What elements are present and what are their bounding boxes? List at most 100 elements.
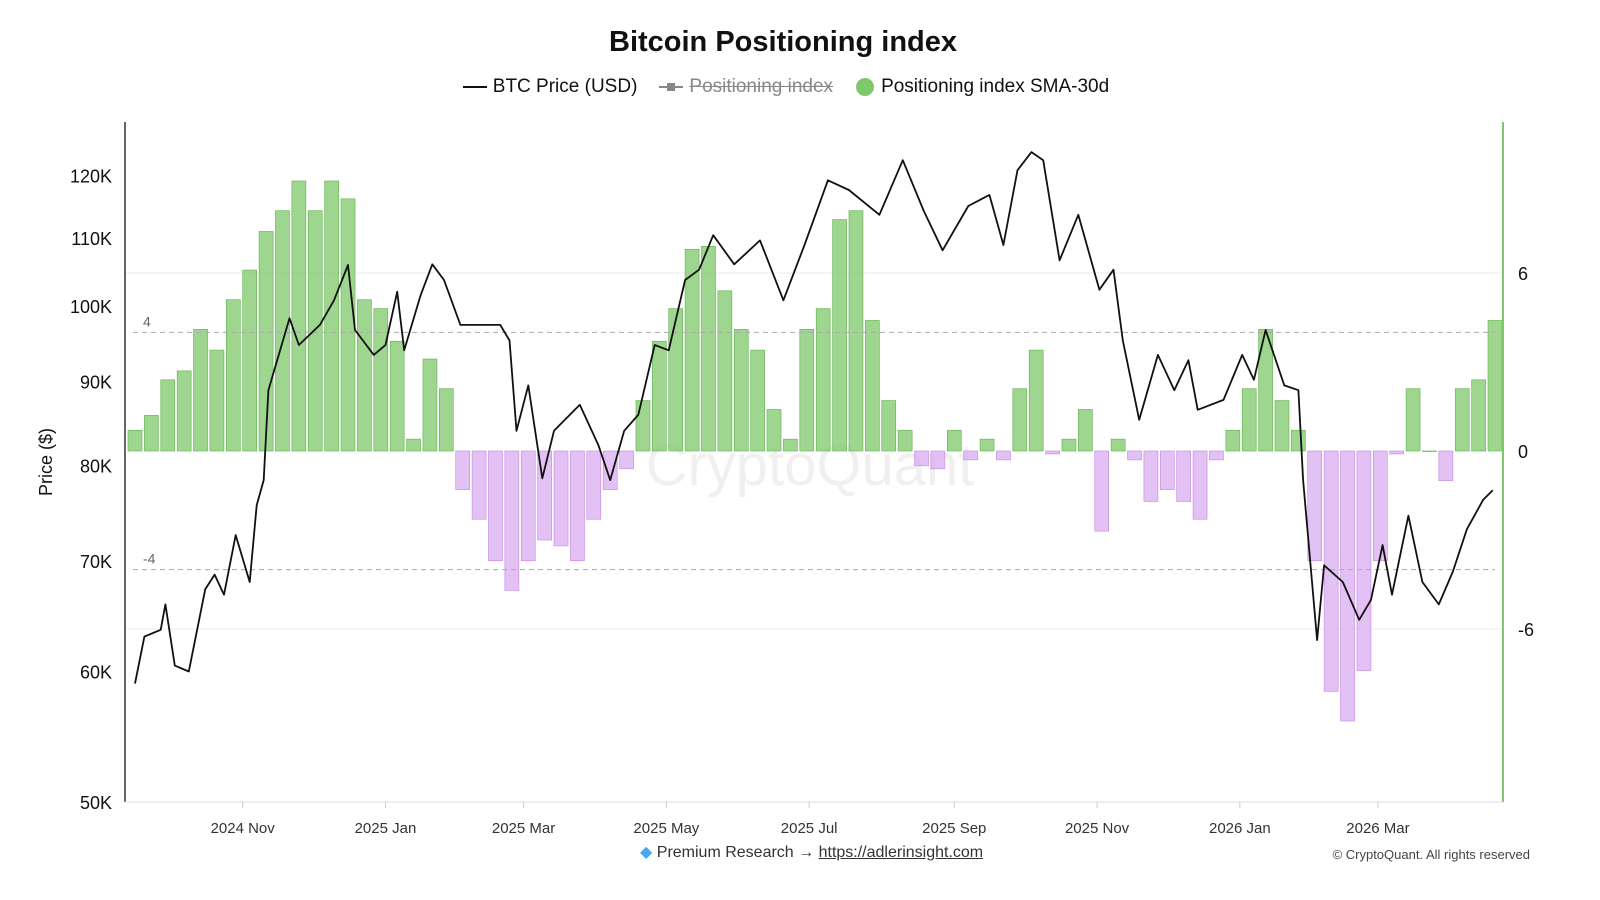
left-tick-label: 60K bbox=[80, 663, 112, 683]
index-bar bbox=[815, 308, 831, 452]
x-tick-label: 2024 Nov bbox=[211, 820, 276, 837]
index-bar bbox=[619, 450, 634, 470]
index-bar bbox=[701, 245, 716, 452]
footer-text: Premium Research → bbox=[656, 844, 815, 861]
index-bar bbox=[193, 329, 208, 452]
index-bar bbox=[275, 210, 290, 452]
left-tick-label: 70K bbox=[80, 552, 112, 572]
index-bar bbox=[979, 438, 995, 452]
legend-label: BTC Price (USD) bbox=[492, 76, 638, 97]
x-tick-label: 2026 Mar bbox=[1346, 820, 1409, 837]
index-bar bbox=[1094, 450, 1110, 532]
index-bar bbox=[422, 358, 438, 452]
left-tick-label: 100K bbox=[70, 297, 112, 317]
x-tick-label: 2025 Mar bbox=[492, 820, 555, 837]
index-bar bbox=[1389, 450, 1404, 455]
index-bar bbox=[1405, 388, 1421, 452]
index-bar bbox=[242, 269, 257, 452]
index-bar bbox=[373, 308, 389, 452]
x-tick-label: 2025 Nov bbox=[1065, 820, 1130, 837]
index-bar bbox=[1487, 320, 1503, 452]
index-bar bbox=[635, 400, 651, 452]
index-bar bbox=[799, 329, 815, 452]
index-bar bbox=[1471, 379, 1486, 452]
index-bar bbox=[553, 450, 569, 547]
index-bar bbox=[897, 429, 913, 452]
x-tick-label: 2025 Sep bbox=[922, 820, 986, 837]
left-axis-label: Price ($) bbox=[36, 428, 56, 496]
index-bar bbox=[865, 320, 880, 452]
index-bar bbox=[340, 198, 356, 452]
left-tick-label: 50K bbox=[80, 793, 112, 813]
btc-price-line bbox=[134, 151, 1494, 684]
index-bar bbox=[176, 370, 192, 452]
index-bar bbox=[1045, 450, 1060, 455]
legend-item-btc-price[interactable]: BTC Price (USD) bbox=[462, 76, 638, 98]
index-bar bbox=[1143, 450, 1159, 502]
index-bar bbox=[439, 388, 454, 452]
index-bar bbox=[1454, 388, 1470, 452]
index-bar bbox=[160, 379, 176, 452]
index-bar bbox=[389, 340, 405, 452]
index-bar bbox=[733, 329, 749, 452]
index-bar bbox=[1438, 450, 1454, 481]
index-bar bbox=[1258, 329, 1273, 452]
index-bar bbox=[1176, 450, 1191, 502]
footer-link[interactable]: https://adlerinsight.com bbox=[818, 844, 984, 861]
index-bar bbox=[1323, 450, 1339, 692]
index-bar bbox=[520, 450, 536, 562]
chart-title: Bitcoin Positioning index bbox=[609, 26, 957, 58]
index-bar bbox=[226, 299, 241, 452]
index-bar bbox=[1356, 450, 1372, 671]
x-tick-label: 2025 May bbox=[633, 820, 699, 837]
reference-line-label: 4 bbox=[143, 313, 151, 329]
index-bar bbox=[930, 450, 946, 470]
legend-item-sma-30d[interactable]: Positioning index SMA-30d bbox=[855, 76, 1109, 98]
index-bar bbox=[1012, 388, 1028, 452]
copyright: © CryptoQuant. All rights reserved bbox=[1332, 847, 1530, 862]
index-bar bbox=[1028, 349, 1044, 452]
index-bar bbox=[766, 409, 782, 452]
right-tick-label: 6 bbox=[1518, 264, 1528, 284]
index-bar bbox=[668, 308, 684, 452]
index-bar bbox=[914, 450, 929, 467]
index-bar bbox=[1307, 450, 1323, 562]
index-bar bbox=[455, 450, 471, 490]
gem-icon: ◆ bbox=[640, 844, 653, 861]
index-bar bbox=[946, 429, 962, 452]
index-bar bbox=[570, 450, 585, 562]
index-bar bbox=[1373, 450, 1388, 562]
legend: BTC Price (USD) Positioning index Positi… bbox=[0, 76, 1572, 98]
right-tick-label: -6 bbox=[1518, 620, 1534, 640]
index-bar bbox=[1340, 450, 1355, 722]
index-bar bbox=[307, 210, 323, 452]
index-bar bbox=[602, 450, 618, 490]
left-tick-label: 90K bbox=[80, 372, 112, 392]
index-bar bbox=[1422, 450, 1437, 452]
index-bar bbox=[1127, 450, 1142, 461]
left-tick-label: 120K bbox=[70, 167, 112, 187]
index-bar bbox=[848, 210, 864, 452]
index-bar bbox=[750, 349, 765, 452]
index-bar bbox=[488, 450, 503, 562]
index-bar bbox=[1159, 450, 1175, 490]
index-bar bbox=[406, 438, 421, 452]
legend-item-positioning-index[interactable]: Positioning index bbox=[659, 76, 833, 98]
index-bar bbox=[324, 180, 339, 452]
index-bar bbox=[471, 450, 487, 520]
index-bar bbox=[291, 180, 307, 452]
watermark: CryptoQuant bbox=[646, 433, 975, 498]
legend-label: Positioning index bbox=[689, 76, 834, 97]
line-swatch-icon bbox=[462, 86, 487, 88]
x-tick-label: 2026 Jan bbox=[1209, 820, 1271, 837]
x-tick-label: 2025 Jan bbox=[355, 820, 417, 837]
reference-line-label: -4 bbox=[143, 551, 156, 567]
index-bar bbox=[1078, 409, 1093, 452]
index-bar bbox=[996, 450, 1011, 461]
index-bar bbox=[1192, 450, 1208, 520]
circle-swatch-icon bbox=[856, 78, 875, 96]
index-bar bbox=[1110, 438, 1126, 452]
left-tick-label: 80K bbox=[80, 457, 112, 477]
index-bar bbox=[881, 400, 897, 452]
